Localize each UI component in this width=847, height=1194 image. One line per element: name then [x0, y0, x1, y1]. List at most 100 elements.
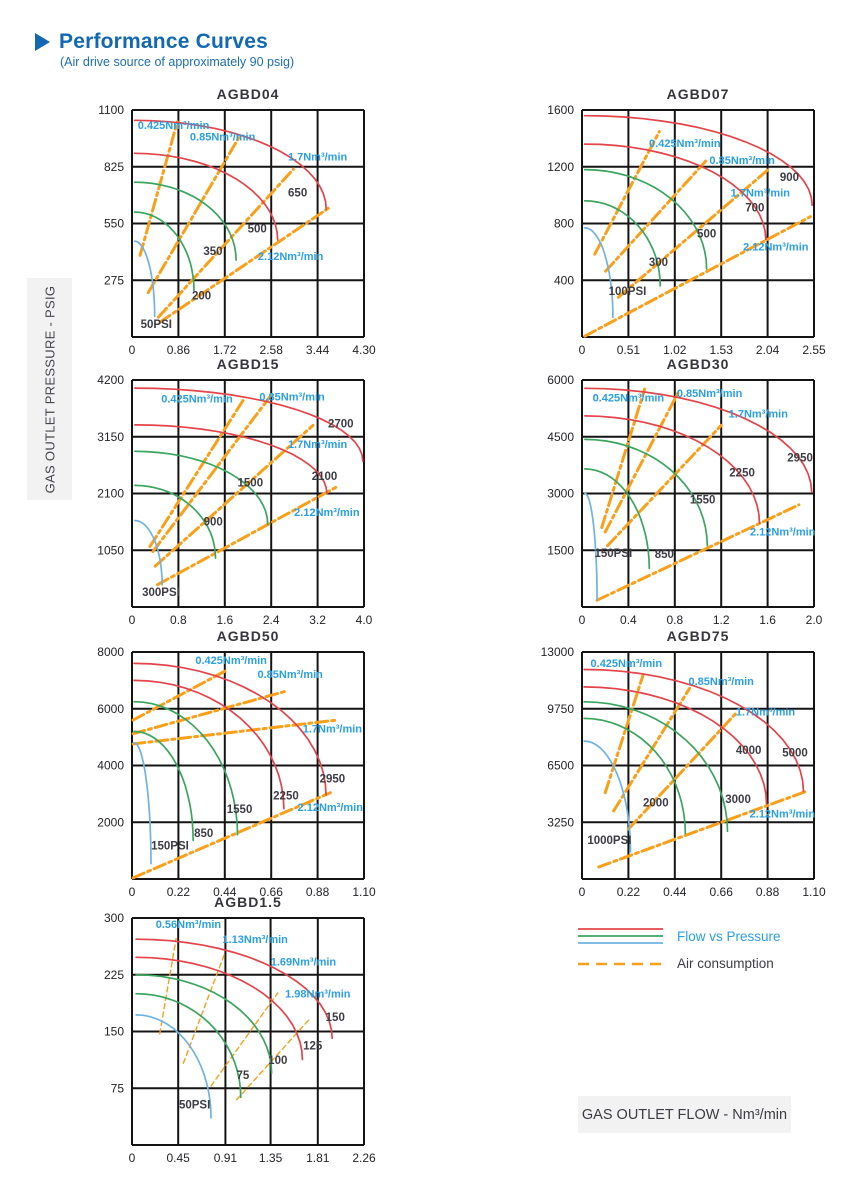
air-line	[156, 484, 340, 587]
x-tick: 0.45	[167, 1151, 191, 1165]
flow-pressure-curves	[584, 387, 813, 601]
legend-air-row: Air consumption	[578, 956, 781, 971]
flow-label: 0.425Nm³/min	[649, 138, 721, 150]
x-tick: 0.66	[260, 885, 284, 899]
flow-label: 1.7Nm³/min	[731, 188, 791, 200]
x-tick: 2.4	[263, 613, 280, 627]
air-line	[153, 423, 315, 568]
air-line	[583, 215, 812, 338]
flow-label: 2.12Nm³/min	[258, 251, 324, 263]
pressure-label: 75	[236, 1070, 249, 1082]
chart-canvas-AGBD75: AGBD75 0 0.22 0.44 0.66 0.88 1.10 3250 6500 9750 1…	[541, 628, 826, 899]
flow-label: 2.12Nm³/min	[750, 809, 816, 821]
pressure-label: 150PSI	[594, 548, 632, 560]
x-tick: 0.22	[617, 885, 641, 899]
y-tick: 1500	[547, 543, 574, 557]
pressure-label: 850	[655, 549, 674, 561]
x-tick: 0	[129, 343, 136, 357]
pressure-label: 300	[649, 257, 668, 269]
curve-900	[134, 484, 217, 559]
flow-label: 0.85Nm³/min	[259, 392, 325, 404]
annotations: 2950 2250 1550 850 150PSI 0.425Nm³/min 0.85Nm³…	[593, 388, 816, 561]
flow-label: 1.7Nm³/min	[736, 707, 796, 719]
pressure-label: 900	[780, 172, 799, 184]
pressure-label: 900	[204, 516, 223, 528]
air-line	[210, 992, 279, 1087]
curve-200	[133, 211, 195, 292]
flow-vs-pressure-lines-icon	[578, 928, 663, 944]
curve-75	[135, 992, 242, 1099]
x-tick: 0.88	[756, 885, 780, 899]
flow-label: 0.85Nm³/min	[190, 132, 256, 144]
x-tick: 0	[129, 613, 136, 627]
pressure-axis-text: GAS OUTLET PRESSURE - PSIG	[42, 285, 58, 493]
pressure-label: 150PSI	[151, 840, 189, 852]
curve-50PSI	[133, 240, 156, 318]
x-tick: 1.6	[759, 613, 776, 627]
annotations: 2950 2250 1550 850 150PSI 0.425Nm³/min 0.85Nm³…	[151, 655, 363, 852]
grid	[581, 109, 815, 338]
x-tick: 3.44	[306, 343, 330, 357]
curve-2950	[133, 662, 327, 796]
flow-label: 1.7Nm³/min	[303, 724, 363, 736]
tick-labels: 0 0.45 0.91 1.35 1.81 2.26 75 150 225 300	[104, 911, 376, 1165]
curve-1550	[133, 700, 239, 836]
y-tick: 4500	[547, 430, 574, 444]
flow-pressure-curves	[583, 668, 805, 853]
y-tick: 75	[111, 1081, 125, 1095]
chart-agbd50: AGBD50 0 0.22 0.44 0.66 0.88 1.10 2000 4000 6000 8…	[85, 626, 397, 903]
pressure-label: 1500	[238, 477, 264, 489]
curve-900	[583, 114, 814, 206]
chart-canvas-AGBD50: AGBD50 0 0.22 0.44 0.66 0.88 1.10 2000 4000 6000 8…	[97, 628, 376, 899]
y-tick: 3000	[547, 487, 574, 501]
chart-agbd04: AGBD04 0 0.86 1.72 2.58 3.44 4.30 275 550 825 1100…	[85, 84, 397, 361]
pressure-label: 2950	[320, 774, 346, 786]
gas-outlet-pressure-axis-label: GAS OUTLET PRESSURE - PSIG	[27, 278, 72, 500]
air-consumption-lines	[595, 387, 801, 602]
curve-100PSI	[583, 226, 614, 319]
chart-agbd30: AGBD30 0 0.4 0.8 1.2 1.6 2.0 1500 3000 4500 6000 29…	[535, 354, 847, 631]
x-tick: 0	[579, 613, 586, 627]
x-tick: 0.44	[213, 885, 237, 899]
chart-agbd1-5: AGBD1.5 0 0.45 0.91 1.35 1.81 2.26 75 150 225 300 1…	[85, 892, 397, 1169]
x-tick: 3.2	[309, 613, 326, 627]
curve-150PSI	[584, 492, 598, 601]
air-consumption-lines	[597, 673, 808, 869]
y-tick: 1200	[547, 160, 574, 174]
x-tick: 0.51	[617, 343, 641, 357]
chart-canvas-AGBD15: AGBD15 0 0.8 1.6 2.4 3.2 4.0 1050 2100 3150 4200 27…	[97, 356, 372, 627]
curve-350	[133, 181, 237, 261]
x-tick: 0.91	[214, 1151, 238, 1165]
curve-1550	[584, 438, 709, 547]
pressure-label: 1550	[690, 495, 716, 507]
curve-100	[135, 973, 273, 1074]
chart-canvas-AGBD1.5: AGBD1.5 0 0.45 0.91 1.35 1.81 2.26 75 150 225 300 1…	[104, 894, 376, 1165]
annotations: 900 700 500 300 100PSI 0.425Nm³/min 0.85Nm³/mi…	[609, 138, 809, 298]
section-arrow-icon	[35, 33, 50, 51]
y-tick: 2100	[97, 487, 124, 501]
x-tick: 0.66	[710, 885, 734, 899]
tick-labels: 0 0.86 1.72 2.58 3.44 4.30 275 550 825 1100	[98, 103, 376, 357]
y-tick: 400	[554, 273, 574, 287]
air-line	[159, 937, 177, 1035]
grid	[581, 651, 815, 880]
x-tick: 1.81	[306, 1151, 330, 1165]
flow-label: 2.12Nm³/min	[294, 507, 360, 519]
x-tick: 0	[129, 1151, 136, 1165]
x-tick: 2.04	[756, 343, 780, 357]
legend: Flow vs Pressure Air consumption	[578, 926, 781, 981]
pressure-label: 2000	[643, 797, 669, 809]
curve-650	[133, 119, 328, 210]
flow-label: 0.85Nm³/min	[677, 388, 743, 400]
chart-title: AGBD04	[217, 86, 280, 102]
pressure-label: 500	[248, 223, 267, 235]
tick-labels: 0 0.8 1.6 2.4 3.2 4.0 1050 2100 3150 4200	[97, 373, 372, 627]
chart-title: AGBD15	[217, 356, 280, 372]
pressure-label: 2250	[729, 467, 755, 479]
y-tick: 1100	[98, 103, 124, 117]
x-tick: 0.86	[167, 343, 191, 357]
legend-air-label: Air consumption	[677, 956, 774, 971]
pressure-label: 700	[745, 202, 764, 214]
grid	[131, 651, 365, 880]
